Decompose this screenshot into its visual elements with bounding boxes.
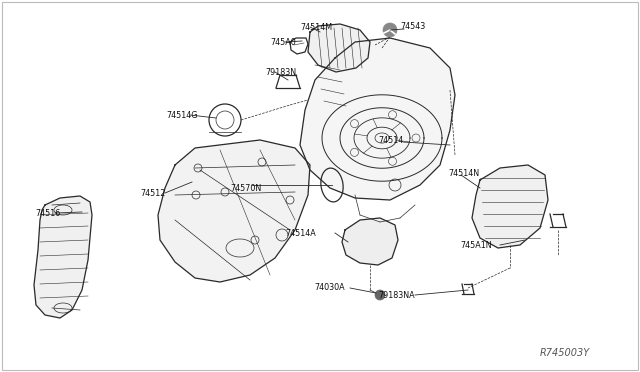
Polygon shape	[34, 196, 92, 318]
Polygon shape	[300, 38, 455, 200]
Text: 74514A: 74514A	[285, 228, 316, 237]
Text: 74514: 74514	[378, 135, 403, 144]
Circle shape	[375, 290, 385, 300]
Text: 74514M: 74514M	[300, 22, 332, 32]
Circle shape	[383, 23, 397, 37]
Text: 745A1N: 745A1N	[460, 241, 492, 250]
Text: 745A0: 745A0	[270, 38, 296, 46]
Polygon shape	[308, 24, 370, 72]
Text: R745003Y: R745003Y	[540, 348, 590, 358]
Text: 79183N: 79183N	[265, 67, 296, 77]
Polygon shape	[472, 165, 548, 248]
Polygon shape	[158, 140, 310, 282]
Polygon shape	[342, 218, 398, 265]
Text: 74514N: 74514N	[448, 169, 479, 177]
Text: 74516: 74516	[35, 208, 60, 218]
Text: 74514G: 74514G	[166, 110, 198, 119]
Text: 74512: 74512	[140, 189, 165, 198]
Text: 74570N: 74570N	[230, 183, 261, 192]
Text: 74543: 74543	[400, 22, 425, 31]
Text: 74030A: 74030A	[314, 283, 344, 292]
Text: 79183NA: 79183NA	[378, 291, 415, 299]
